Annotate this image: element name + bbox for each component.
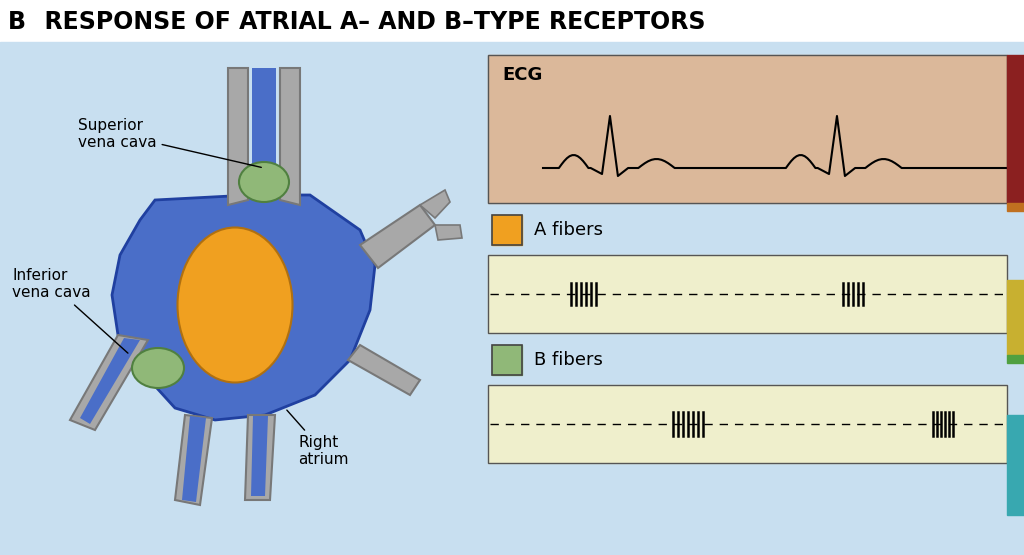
Bar	[1007, 203, 1024, 211]
Bar	[492, 345, 522, 375]
Polygon shape	[228, 68, 248, 205]
Polygon shape	[245, 415, 275, 500]
Bar	[492, 215, 522, 245]
Polygon shape	[420, 190, 450, 218]
Polygon shape	[251, 416, 268, 496]
Polygon shape	[70, 335, 148, 430]
Ellipse shape	[177, 228, 293, 382]
Text: B: B	[8, 10, 26, 34]
Text: RESPONSE OF ATRIAL A– AND B–TYPE RECEPTORS: RESPONSE OF ATRIAL A– AND B–TYPE RECEPTO…	[28, 10, 706, 34]
Bar	[488, 255, 1007, 333]
Polygon shape	[80, 338, 140, 424]
Text: Right
atrium: Right atrium	[287, 410, 348, 467]
Bar	[1007, 280, 1024, 355]
Bar	[492, 345, 522, 375]
Text: A fibers: A fibers	[534, 221, 603, 239]
Polygon shape	[435, 225, 462, 240]
Polygon shape	[175, 415, 212, 505]
Bar	[488, 385, 1007, 463]
Bar	[1007, 355, 1024, 363]
Bar	[492, 215, 522, 245]
Polygon shape	[112, 195, 375, 420]
Text: ECG: ECG	[502, 66, 543, 84]
Text: Superior
vena cava: Superior vena cava	[78, 118, 261, 168]
Polygon shape	[280, 68, 300, 205]
Bar	[1007, 415, 1024, 515]
Ellipse shape	[239, 162, 289, 202]
Polygon shape	[360, 205, 435, 268]
Text: B fibers: B fibers	[534, 351, 603, 369]
Polygon shape	[348, 345, 420, 395]
Bar	[488, 385, 1007, 463]
Text: Inferior
vena cava: Inferior vena cava	[12, 268, 128, 353]
Polygon shape	[252, 68, 276, 205]
Bar	[1007, 55, 1024, 203]
Bar	[488, 55, 1007, 203]
Bar	[488, 55, 1007, 203]
Bar	[488, 255, 1007, 333]
Ellipse shape	[132, 348, 184, 388]
Polygon shape	[182, 416, 206, 502]
Bar	[0, 0, 1024, 42]
